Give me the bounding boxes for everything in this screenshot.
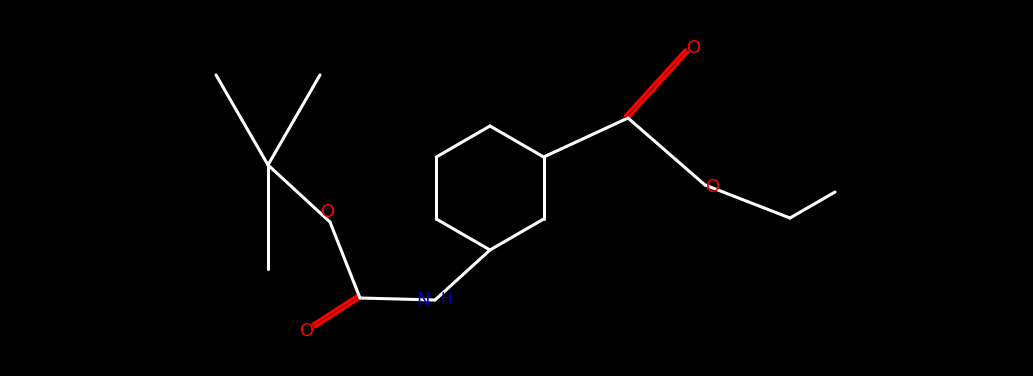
Text: O: O xyxy=(300,322,314,340)
Text: O: O xyxy=(687,39,701,57)
Text: O: O xyxy=(706,178,720,196)
Text: O: O xyxy=(321,203,335,221)
Text: H: H xyxy=(440,293,451,308)
Text: N: N xyxy=(416,291,430,309)
